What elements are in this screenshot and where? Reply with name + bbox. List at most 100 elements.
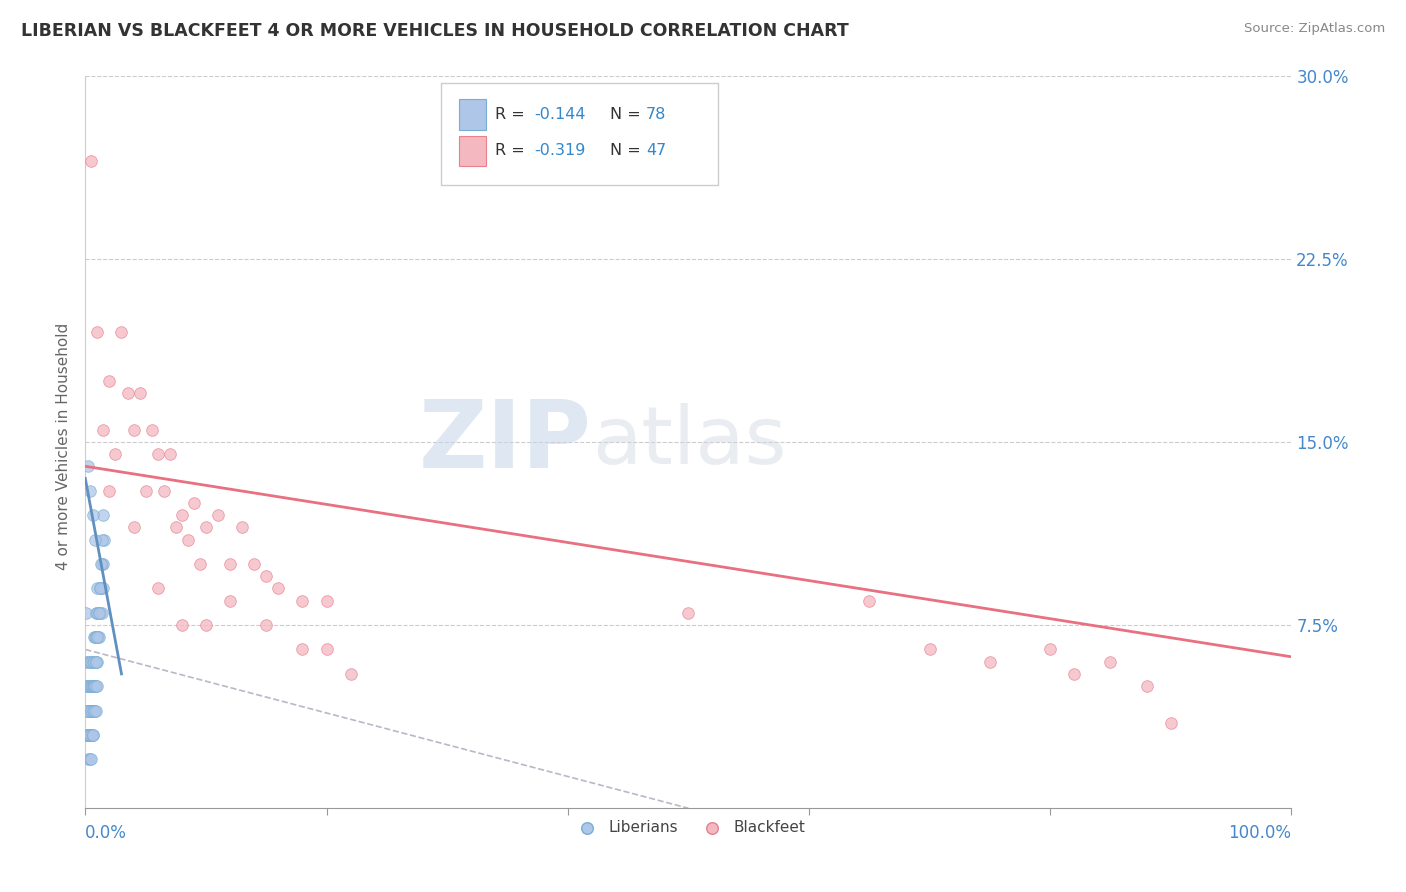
Text: N =: N = [610,107,645,122]
Point [77,728,100,742]
Point [98,483,121,498]
Point [83,704,105,718]
Point [231,520,253,534]
Point [254,569,277,583]
Text: 78: 78 [647,107,666,122]
Point [291,593,314,607]
Point [243,557,266,571]
Point [117,386,139,401]
Point [82,728,104,742]
Point [91,533,114,547]
Point [75,655,97,669]
Point [82,679,104,693]
Point [86,606,108,620]
Point [80,728,103,742]
Point [87,606,110,620]
Point [104,447,127,461]
Point [122,520,145,534]
Point [89,582,111,596]
Point [159,447,181,461]
Point [79,704,101,718]
Text: 4 or more Vehicles in Household: 4 or more Vehicles in Household [56,322,70,570]
Point [87,606,110,620]
Point [82,704,104,718]
Point [83,679,105,693]
Text: N =: N = [610,144,645,159]
Point [122,423,145,437]
Point [858,593,880,607]
Point [254,618,277,632]
Point [80,655,103,669]
Text: R =: R = [495,144,530,159]
Point [84,606,107,620]
Point [98,374,121,388]
Text: 0.0%: 0.0% [86,824,127,842]
Text: 100.0%: 100.0% [1229,824,1291,842]
Point [93,557,115,571]
Point [75,606,97,620]
Point [76,655,98,669]
Point [165,520,187,534]
Point [90,606,112,620]
Point [84,704,107,718]
Point [170,618,193,632]
Text: R =: R = [495,107,530,122]
Text: atlas: atlas [592,403,786,481]
Point [315,642,337,657]
Point [86,582,108,596]
Point [86,325,108,339]
Point [80,704,103,718]
Point [89,630,111,644]
Point [678,606,700,620]
Point [77,704,100,718]
Point [315,593,337,607]
Point [76,679,98,693]
Point [76,728,98,742]
Point [219,593,242,607]
Point [86,630,108,644]
Point [152,483,174,498]
Point [76,704,98,718]
Point [82,655,104,669]
Point [207,508,229,523]
Point [194,618,217,632]
Point [339,666,361,681]
Point [170,508,193,523]
Point [110,325,132,339]
Point [183,496,205,510]
FancyBboxPatch shape [441,83,718,186]
Point [76,459,98,474]
Point [146,582,169,596]
Point [76,704,98,718]
Point [90,582,112,596]
Point [83,655,105,669]
Point [194,520,217,534]
Point [141,423,163,437]
Point [77,704,100,718]
Point [918,642,941,657]
Point [80,153,103,168]
Point [84,679,107,693]
Point [82,728,104,742]
Point [77,752,100,766]
Point [93,508,115,523]
Point [84,630,107,644]
Point [83,679,105,693]
Point [93,423,115,437]
Point [1063,666,1085,681]
Point [188,557,211,571]
Bar [460,136,485,167]
Text: -0.319: -0.319 [534,144,585,159]
Point [1099,655,1122,669]
Point [79,752,101,766]
Point [83,630,105,644]
Point [79,728,101,742]
Point [76,728,98,742]
Point [76,679,98,693]
Legend: Liberians, Blackfeet: Liberians, Blackfeet [565,814,811,841]
Point [80,704,103,718]
Bar [460,99,485,129]
Point [87,630,110,644]
Point [1160,715,1182,730]
Text: LIBERIAN VS BLACKFEET 4 OR MORE VEHICLES IN HOUSEHOLD CORRELATION CHART: LIBERIAN VS BLACKFEET 4 OR MORE VEHICLES… [21,22,849,40]
